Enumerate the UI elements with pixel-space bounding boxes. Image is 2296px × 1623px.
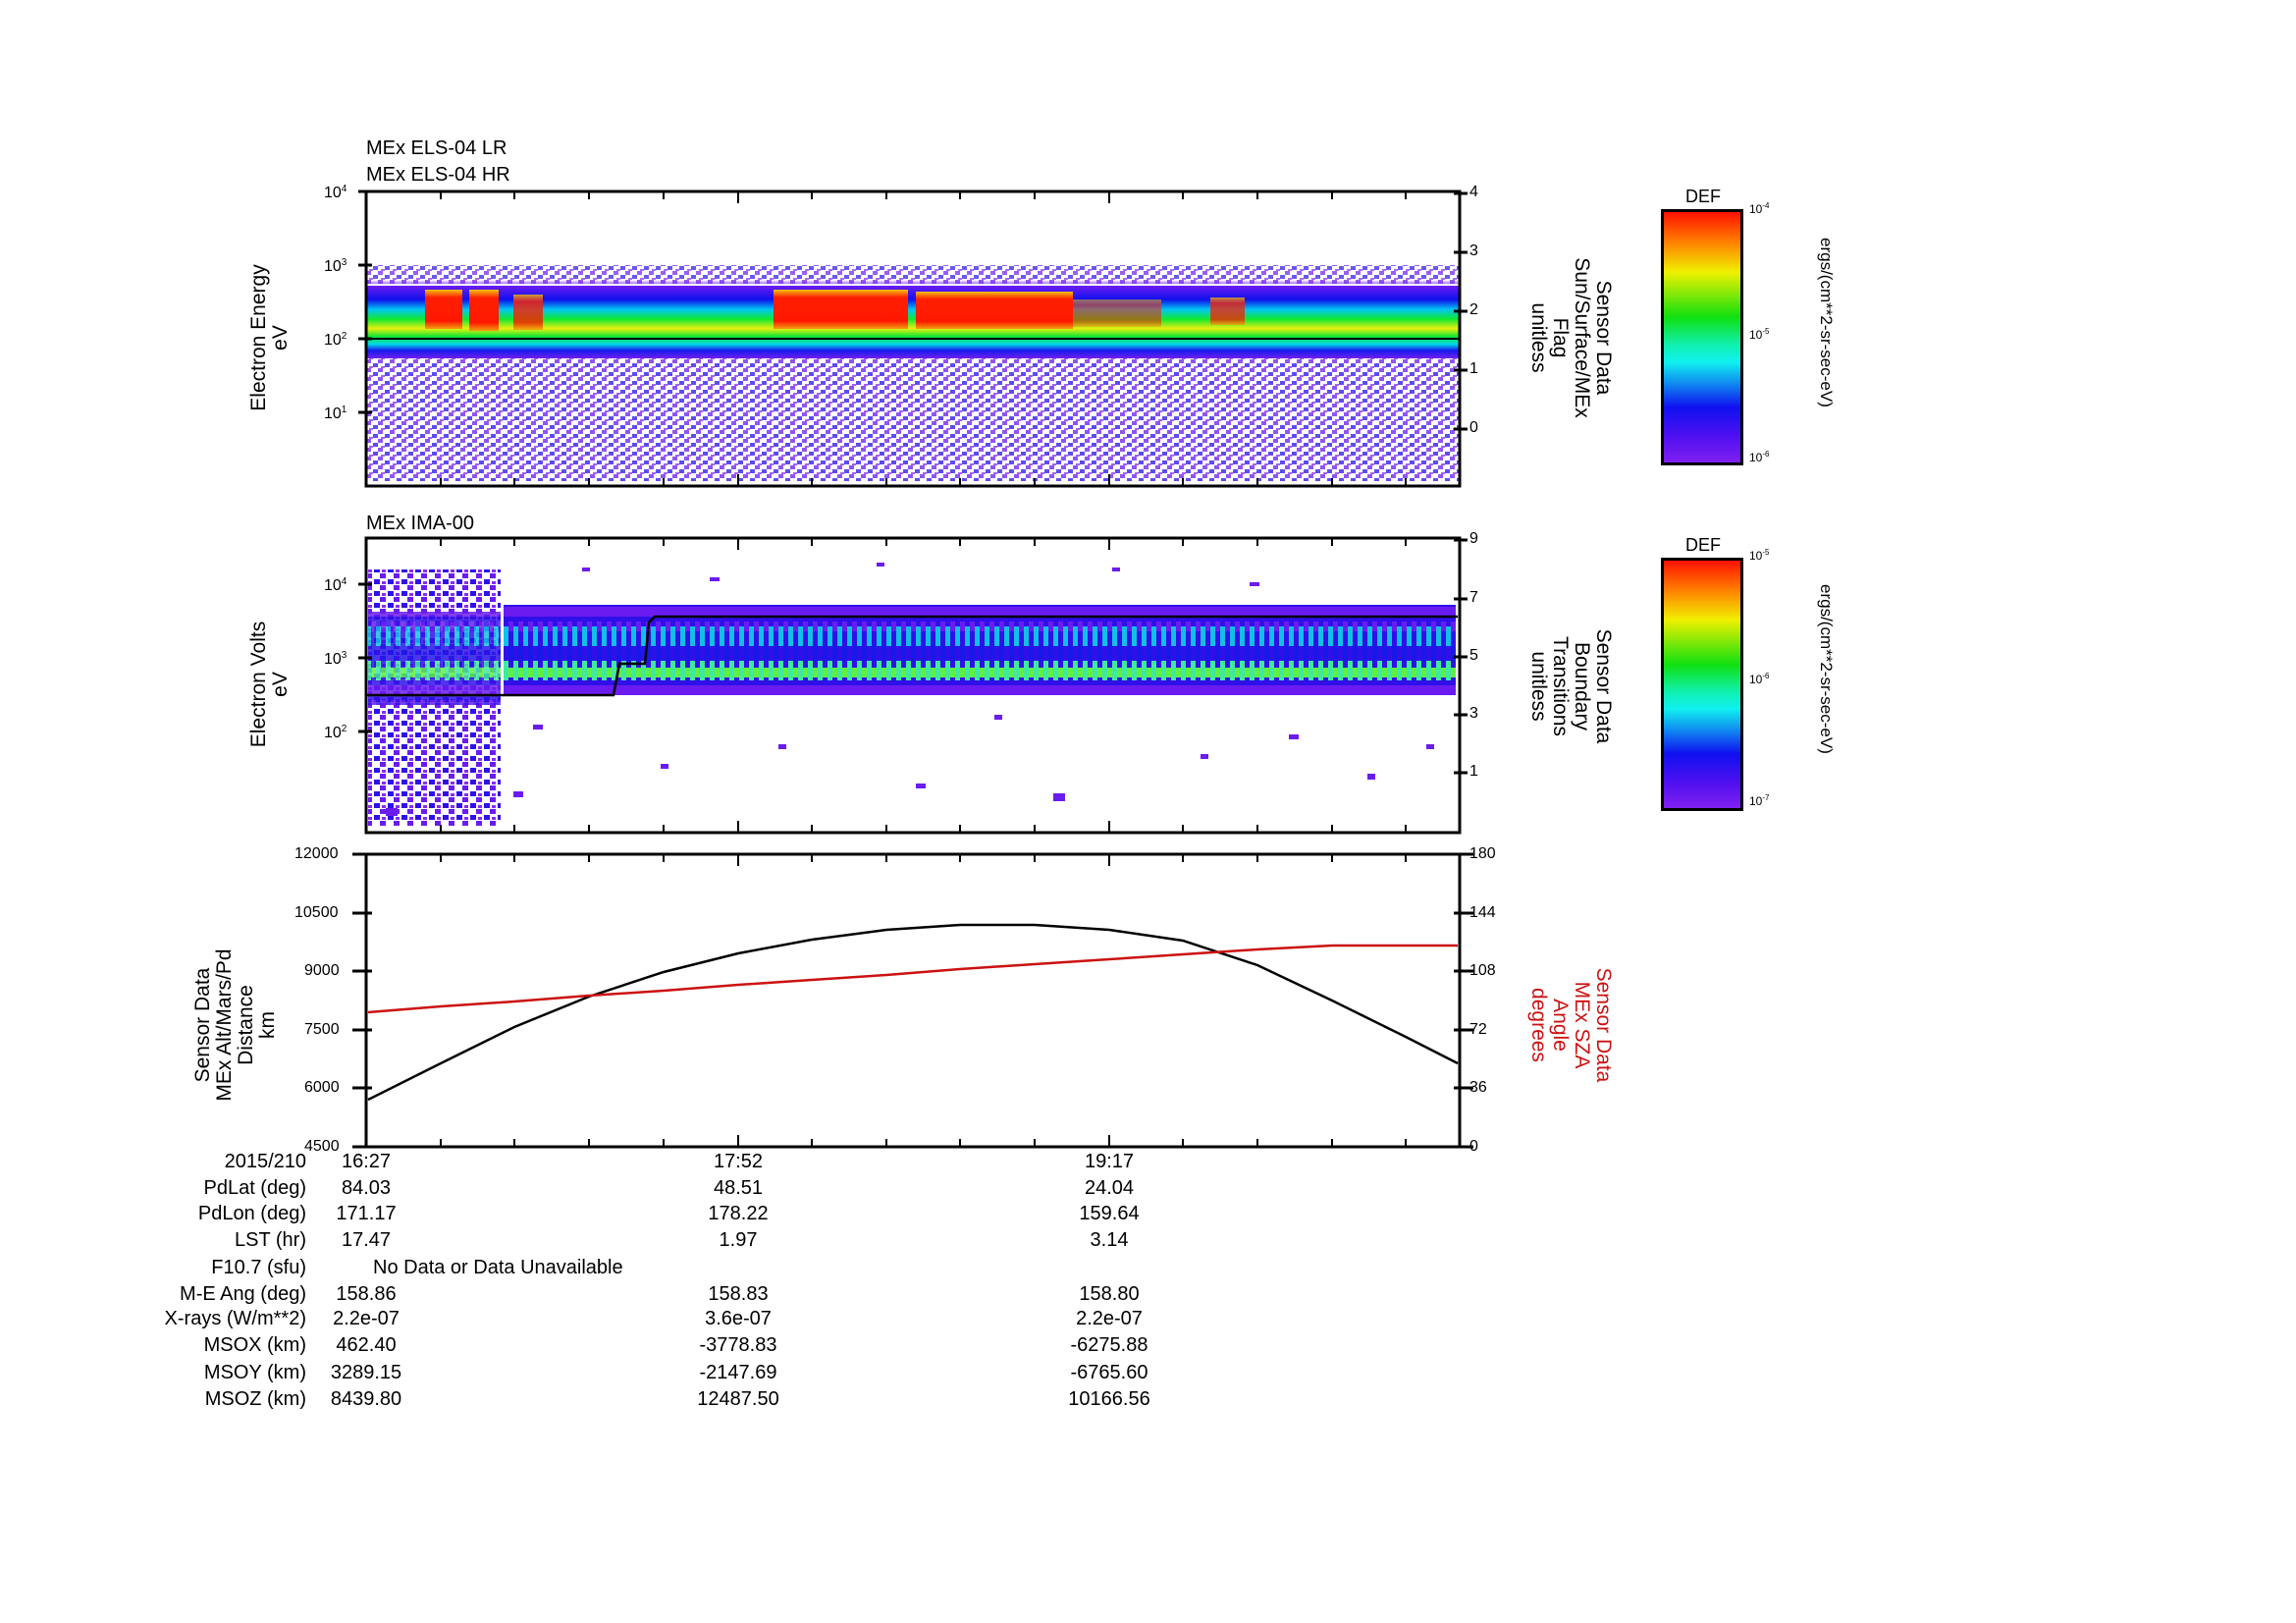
ima-rtick-3: 3 <box>1469 705 1478 722</box>
row-value: 2.2e-07 <box>1076 1308 1143 1329</box>
ima-colorbar-min: 10-7 <box>1749 793 1770 808</box>
ima-rtick-5: 5 <box>1469 647 1478 664</box>
row-label: M-E Ang (deg) <box>180 1283 306 1305</box>
no-data-note: No Data or Data Unavailable <box>373 1257 623 1278</box>
ima-colorbar-mid: 10-6 <box>1749 672 1770 686</box>
ima-colorbar-title: DEF <box>1685 535 1721 555</box>
row-value: -6765.60 <box>1070 1362 1148 1383</box>
time-label-0: 16:27 <box>341 1151 392 1172</box>
els-rtick-3: 3 <box>1469 243 1478 259</box>
ima-spectrogram <box>358 536 1468 835</box>
row-label: F10.7 (sfu) <box>211 1257 306 1278</box>
ima-colorbar-max: 10-5 <box>1749 548 1770 563</box>
orbit-line-plot <box>352 852 1473 1149</box>
row-label: X-rays (W/m**2) <box>164 1308 306 1329</box>
row-value: -3778.83 <box>699 1334 777 1356</box>
row-value: 159.64 <box>1079 1203 1140 1224</box>
els-title-lr: MEx ELS-04 LR <box>366 137 507 159</box>
orbit-rtick-0: 0 <box>1469 1138 1478 1155</box>
row-label: PdLon (deg) <box>197 1203 306 1224</box>
row-value: 462.40 <box>336 1334 397 1356</box>
orbit-ytick-6000: 6000 <box>304 1079 340 1096</box>
els-rtick-2: 2 <box>1469 301 1478 318</box>
time-label-1: 17:52 <box>713 1151 764 1172</box>
orbit-ytick-10500: 10500 <box>294 904 339 921</box>
row-label: MSOX (km) <box>203 1334 306 1356</box>
ima-rtick-9: 9 <box>1469 530 1478 547</box>
row-label: MSOZ (km) <box>204 1388 306 1410</box>
row-value: 48.51 <box>713 1177 764 1199</box>
ima-right-axis-label: Sensor Data Boundary Transitions unitless <box>1527 628 1615 744</box>
sza-line <box>367 944 1458 1014</box>
ima-left-axis-label: Electron Volts eV <box>247 621 292 748</box>
ima-ytick-1e4: 104 <box>324 576 347 594</box>
ima-colorbar-unit: ergs/(cm**2-sr-sec-eV) <box>1817 584 1836 754</box>
els-right-axis-label: Sensor Data Sun/Surface/MEx Flag unitless <box>1527 257 1615 418</box>
row-value: 158.80 <box>1079 1283 1140 1305</box>
ephemeris-date: 2015/210 <box>224 1151 306 1172</box>
els-left-axis-label: Electron Energy eV <box>247 264 292 411</box>
orbit-rtick-108: 108 <box>1469 962 1496 979</box>
row-value: 178.22 <box>708 1203 769 1224</box>
els-colorbar-mid: 10-5 <box>1749 327 1770 342</box>
els-ytick-1e4: 104 <box>324 184 347 201</box>
els-colorbar-min: 10-6 <box>1749 450 1770 464</box>
row-value: 2.2e-07 <box>333 1308 400 1329</box>
els-colorbar-max: 10-4 <box>1749 201 1770 216</box>
els-ytick-1e3: 103 <box>324 257 347 275</box>
orbit-left-axis-label: Sensor Data MEx Alt/Mars/Pd Distance km <box>191 948 279 1102</box>
ima-colorbar-gradient <box>1661 558 1743 811</box>
row-value: 10166.56 <box>1068 1388 1150 1410</box>
row-value: 158.86 <box>336 1283 397 1305</box>
row-value: 3.14 <box>1090 1229 1129 1251</box>
row-label: LST (hr) <box>235 1229 306 1251</box>
orbit-ytick-4500: 4500 <box>304 1138 340 1155</box>
els-rtick-1: 1 <box>1469 360 1478 377</box>
time-label-2: 19:17 <box>1084 1151 1135 1172</box>
row-value: 158.83 <box>708 1283 769 1305</box>
orbit-rtick-180: 180 <box>1469 845 1496 862</box>
row-value: -6275.88 <box>1070 1334 1148 1356</box>
ima-ytick-1e3: 103 <box>324 650 347 668</box>
row-label: PdLat (deg) <box>203 1177 306 1199</box>
els-spectrogram <box>358 189 1468 488</box>
row-value: 84.03 <box>341 1177 392 1199</box>
ima-rtick-1: 1 <box>1469 763 1478 780</box>
row-value: -2147.69 <box>699 1362 777 1383</box>
ima-ytick-1e2: 102 <box>324 724 347 741</box>
ima-rtick-7: 7 <box>1469 589 1478 606</box>
orbit-right-axis-label: Sensor Data MEx SZA Angle degrees <box>1527 967 1615 1083</box>
row-value: 3289.15 <box>330 1362 402 1383</box>
orbit-ytick-7500: 7500 <box>304 1021 340 1038</box>
els-colorbar-unit: ergs/(cm**2-sr-sec-eV) <box>1817 238 1836 407</box>
row-value: 1.97 <box>719 1229 758 1251</box>
orbit-rtick-36: 36 <box>1469 1079 1487 1096</box>
row-value: 8439.80 <box>330 1388 402 1410</box>
row-value: 17.47 <box>341 1229 392 1251</box>
row-value: 12487.50 <box>697 1388 779 1410</box>
els-colorbar-title: DEF <box>1685 187 1721 206</box>
els-ytick-1e2: 102 <box>324 331 347 349</box>
row-value: 24.04 <box>1084 1177 1135 1199</box>
orbit-ytick-12000: 12000 <box>294 845 339 862</box>
row-value: 3.6e-07 <box>705 1308 772 1329</box>
row-value: 171.17 <box>336 1203 397 1224</box>
orbit-rtick-72: 72 <box>1469 1021 1487 1038</box>
els-colorbar-gradient <box>1661 209 1743 465</box>
altitude-line <box>367 923 1459 1102</box>
orbit-rtick-144: 144 <box>1469 904 1496 921</box>
els-ytick-1e1: 101 <box>324 405 347 422</box>
els-title-hr: MEx ELS-04 HR <box>366 164 510 186</box>
els-rtick-4: 4 <box>1469 184 1478 200</box>
orbit-ytick-9000: 9000 <box>304 962 340 979</box>
els-rtick-0: 0 <box>1469 419 1478 436</box>
ima-title: MEx IMA-00 <box>366 513 475 534</box>
row-label: MSOY (km) <box>203 1362 306 1383</box>
